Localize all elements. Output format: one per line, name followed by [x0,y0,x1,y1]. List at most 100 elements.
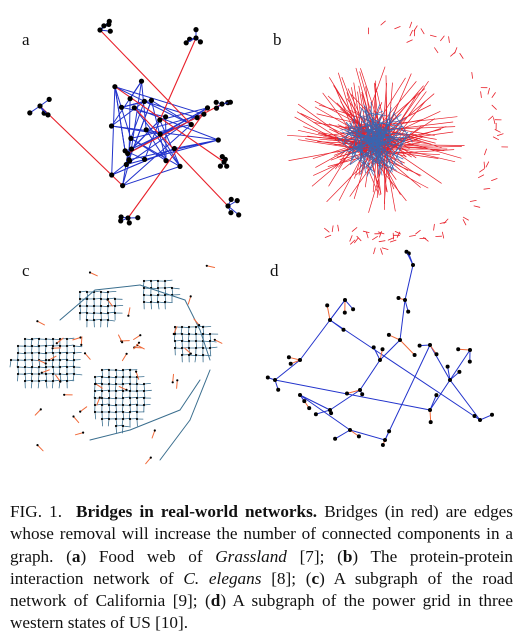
node [106,298,109,301]
node [106,21,112,27]
edge-regular [122,411,125,420]
edge-bridge [346,389,361,394]
node [107,410,111,414]
edge-bridge [34,408,42,416]
node [156,293,160,297]
node [142,286,146,290]
edge-bridge [439,221,447,224]
node [139,334,142,337]
edge-regular [107,312,109,321]
node [37,337,41,341]
node [198,324,201,327]
edge-regular [188,347,191,356]
caption-label-a: a [71,546,81,566]
node [16,365,20,369]
edge-regular [164,301,173,304]
node [106,304,110,308]
edge-bridge [296,111,361,153]
node [137,341,141,344]
edge-bridge [394,26,401,30]
node [131,105,137,111]
node [380,443,385,447]
edge-bridge [349,235,353,242]
node [114,410,118,414]
node [16,351,20,355]
node [194,325,198,329]
node [189,295,192,298]
node [180,325,184,329]
edge-regular [73,345,75,354]
node [85,311,89,315]
edge-regular [372,142,379,164]
edge-regular [143,100,198,119]
edge-bridge [354,237,359,244]
edge-bridge [483,161,486,169]
edge-regular [129,410,138,413]
figure-panels: a b c d [9,18,509,465]
node [59,380,62,383]
edge-regular [16,359,19,368]
node [47,359,51,362]
edge-regular [366,132,376,138]
edge-regular [59,373,62,382]
node [78,290,82,294]
caption-text-1: Bridges (in red) are edges whose removal… [10,502,513,566]
edge-regular [37,380,40,389]
node [149,293,153,297]
edge-regular [108,390,111,399]
edge-bridge [206,265,216,268]
edge-regular [122,425,131,428]
node [342,310,347,315]
node [341,327,346,332]
edge-bridge [381,151,421,177]
edge-bridge [337,224,340,232]
node [125,215,131,221]
edge-regular [30,380,33,389]
edge-bridge [356,235,362,242]
figure-number: FIG. 1. [10,502,62,521]
figure-caption: FIG. 1. Bridges in real-world networks. B… [10,501,513,635]
edge-regular [51,345,54,354]
edge-bridge [95,383,103,389]
edge-bridge [491,178,498,182]
edge-regular [404,264,414,301]
node [72,415,75,418]
edge-bridge [329,77,362,130]
edge-regular [131,119,161,150]
edge-bridge [462,216,469,221]
node [92,318,96,322]
edge-bridge [399,339,416,356]
edge-regular [79,305,81,314]
node [406,309,411,314]
node [51,372,55,376]
node [44,379,48,383]
node [149,300,153,304]
node [156,300,160,304]
edge-regular [115,376,117,385]
node [93,396,97,400]
node [183,40,189,46]
node [99,297,103,301]
node [121,341,124,344]
edge-regular [209,333,212,342]
node [37,365,41,369]
edge-regular [299,299,346,361]
node [109,172,115,178]
edge-bridge [39,105,124,187]
edge-regular [58,352,61,361]
edge-regular [202,354,212,357]
node [55,342,58,345]
edge-regular [371,120,380,131]
edge-regular [59,365,68,368]
edge-regular [357,136,401,146]
edge-bridge [383,143,442,184]
node [298,358,302,362]
edge-regular [358,113,376,140]
edge-bridge [381,247,389,250]
edge-regular [66,359,75,362]
node [125,388,128,391]
edge-regular [107,290,117,293]
edge-regular [171,287,180,290]
node [114,389,118,393]
edge-regular [101,397,104,406]
